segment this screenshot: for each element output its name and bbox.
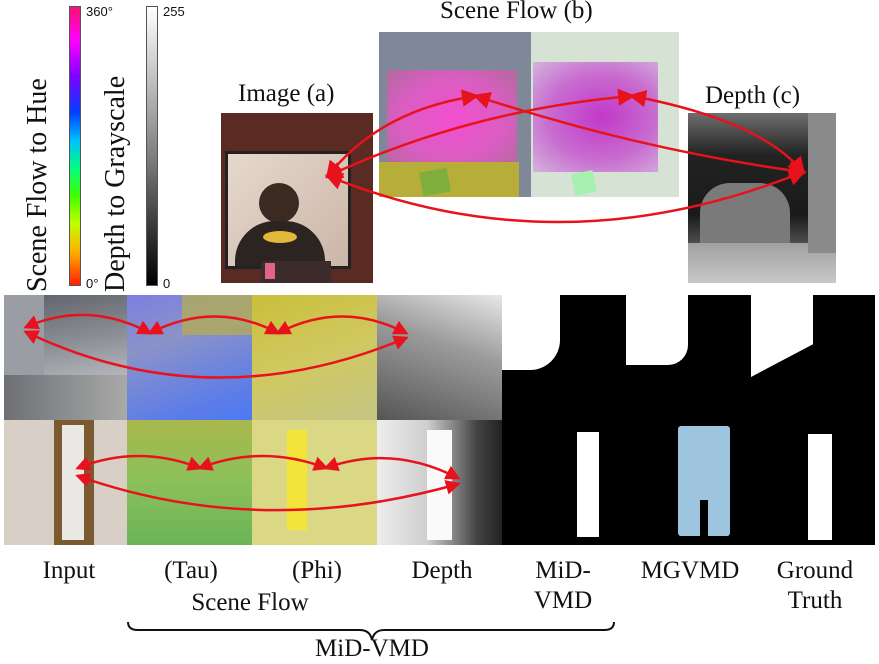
row2-ground-truth-mask xyxy=(808,434,832,540)
hue-min-label: 0° xyxy=(86,276,99,291)
depth-right-column xyxy=(808,113,836,253)
person-silhouette xyxy=(259,183,299,223)
row2-mid-vmd xyxy=(502,420,626,545)
input-image-a xyxy=(221,113,373,283)
row2-mgvmd-gap xyxy=(700,500,708,540)
row1-arrow-tau-phi xyxy=(147,315,281,335)
depth-person-shape xyxy=(700,183,790,253)
row2-arrow-input-tau xyxy=(75,454,203,471)
image-a-caption: Image (a) xyxy=(238,80,335,107)
row1-arrow-input-depth xyxy=(23,330,409,379)
row1-phi xyxy=(252,295,377,420)
top-correspondence-arrows xyxy=(324,88,807,224)
row2-mgvmd xyxy=(626,420,751,545)
row2-ground-truth xyxy=(751,420,875,545)
row1-depth xyxy=(377,295,502,420)
col-label-mid-vmd: MiD- VMD xyxy=(533,557,593,614)
col-label-phi: (Phi) xyxy=(292,557,342,584)
col-label-tau: (Tau) xyxy=(164,557,218,584)
row1-mgvmd xyxy=(626,295,751,420)
row1-arrow-input-tau xyxy=(23,313,153,335)
col-label-input: Input xyxy=(42,557,96,584)
arrow-phi-to-depth xyxy=(628,89,806,175)
col-label-depth: Depth xyxy=(411,557,473,584)
row1-mid-vmd xyxy=(502,295,626,420)
row2-mid-vmd-mask xyxy=(577,432,599,537)
shelf-pink-item xyxy=(265,263,275,279)
depth-max-label: 255 xyxy=(163,4,185,19)
row2-arrow-tau-phi xyxy=(197,454,329,471)
row1-arrow-phi-depth xyxy=(275,315,409,335)
row2-input-mirror xyxy=(62,425,84,540)
group-label-scene-flow: Scene Flow xyxy=(191,589,309,616)
arrow-image-to-depth xyxy=(324,169,807,224)
hue-max-label: 360° xyxy=(86,4,113,19)
row2-arrow-input-depth xyxy=(75,472,461,512)
col-label-ground-truth: Ground Truth xyxy=(776,557,854,614)
row1-mgvmd-mask xyxy=(626,295,688,365)
row1-ground-truth xyxy=(751,295,875,420)
row1-input-floor xyxy=(4,375,127,420)
row2-arrow-phi-depth xyxy=(323,456,461,480)
group-label-method: MiD-VMD xyxy=(315,635,429,662)
shelf-items xyxy=(261,261,331,283)
hue-color-bar xyxy=(69,6,81,286)
row1-mid-vmd-mask xyxy=(502,295,560,370)
shirt-logo xyxy=(263,231,297,243)
col-label-mgvmd: MGVMD xyxy=(640,557,740,584)
grayscale-bar xyxy=(146,6,158,286)
depth-min-label: 0 xyxy=(163,276,171,291)
scene-flow-b-caption: Scene Flow (b) xyxy=(440,0,593,24)
